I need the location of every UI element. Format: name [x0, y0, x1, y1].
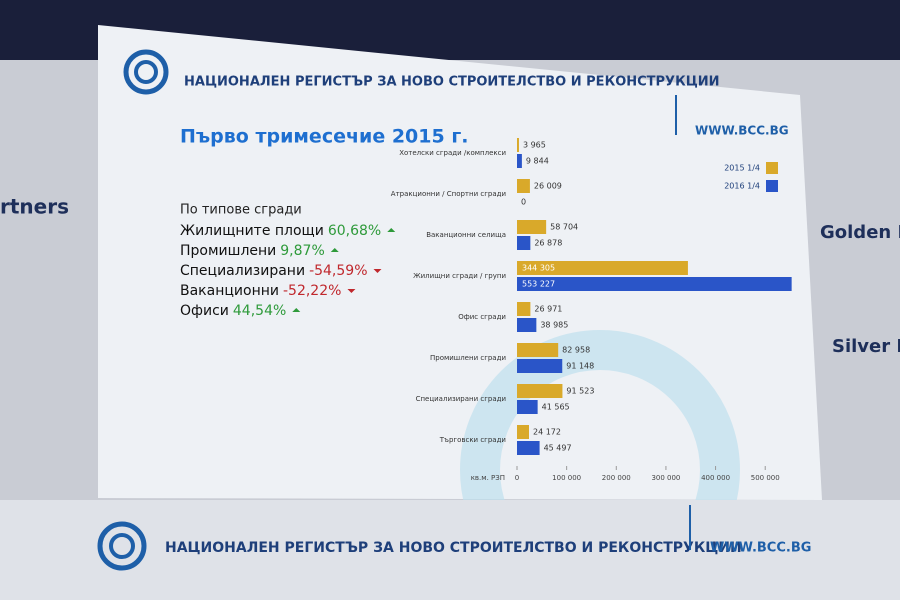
slide-subtitle: По типове сгради: [180, 203, 302, 218]
banner-url: WWW.BCC.BG: [710, 541, 811, 556]
slide-title: Първо тримесечие 2015 г.: [180, 126, 468, 148]
bar: [517, 302, 531, 316]
sponsor-gold: Golden P: [820, 222, 900, 243]
bar: [517, 400, 538, 414]
trend-arrow: [373, 269, 382, 273]
item-change: 44,54%: [233, 303, 286, 319]
value-label: 45 497: [544, 444, 572, 453]
value-label: 24 172: [533, 428, 561, 437]
banner: [0, 500, 900, 600]
item-name: Промишлени: [180, 243, 276, 259]
sponsor-silver: Silver P: [832, 336, 900, 357]
bar: [517, 236, 531, 250]
value-label: 26 878: [534, 239, 562, 248]
item-name: Специализирани: [180, 263, 305, 279]
item-change: -52,22%: [283, 283, 341, 299]
item-name: Жилищните площи: [180, 223, 324, 239]
legend-swatch: [766, 162, 778, 174]
value-label: 82 958: [562, 346, 590, 355]
item: Промишлени 9,87%: [180, 243, 325, 259]
item-change: 9,87%: [280, 243, 324, 259]
banner-logo: [97, 521, 147, 571]
bar: [517, 154, 522, 168]
category-label: Търговски сгради: [439, 436, 506, 444]
item-change: -54,59%: [309, 263, 367, 279]
bar: [517, 138, 519, 152]
slide-header: НАЦИОНАЛЕН РЕГИСТЪР ЗА НОВО СТРОИТЕЛСТВО…: [184, 75, 720, 90]
item-name: Ваканционни: [180, 283, 279, 299]
x-tick-label: 400 000: [701, 474, 730, 482]
bar: [517, 359, 563, 373]
banner-logo-inner: [109, 533, 135, 559]
item: Специализирани -54,59%: [180, 263, 368, 279]
value-label: 9 844: [526, 157, 549, 166]
legend-label: 2015 1/4: [724, 164, 760, 173]
value-label: 0: [521, 198, 526, 207]
trend-arrow: [330, 248, 339, 252]
sponsor-left: rtners: [0, 195, 69, 219]
bar: [517, 220, 547, 234]
item: Ваканционни -52,22%: [180, 283, 341, 299]
x-tick-label: 300 000: [651, 474, 680, 482]
x-axis-label: кв.м. РЗП: [471, 474, 505, 482]
slide-url: WWW.BCC.BG: [695, 124, 789, 138]
value-label: 91 148: [566, 362, 594, 371]
category-label: Ваканционни селища: [426, 231, 506, 239]
bar: [517, 261, 688, 275]
legend-swatch: [766, 180, 778, 192]
bar: [517, 384, 563, 398]
category-label: Специализирани сгради: [416, 395, 506, 403]
x-tick-label: 500 000: [751, 474, 780, 482]
value-label: 91 523: [566, 387, 594, 396]
item-name: Офиси: [180, 303, 229, 319]
x-tick-label: 0: [515, 474, 519, 482]
bar: [517, 441, 540, 455]
x-tick-label: 200 000: [602, 474, 631, 482]
value-label: 344 305: [522, 264, 555, 273]
trend-arrow: [347, 289, 356, 293]
item: Жилищните площи 60,68%: [180, 223, 381, 239]
value-label: 26 971: [534, 305, 562, 314]
trend-arrow: [292, 308, 301, 312]
category-label: Промишлени сгради: [430, 354, 506, 362]
bar: [517, 277, 792, 291]
bar: [517, 343, 559, 357]
category-label: Хотелски сгради /комплекси: [399, 149, 506, 157]
value-label: 41 565: [542, 403, 570, 412]
item-change: 60,68%: [328, 223, 381, 239]
banner-text: НАЦИОНАЛЕН РЕГИСТЪР ЗА НОВО СТРОИТЕЛСТВО…: [165, 540, 742, 556]
item: Офиси 44,54%: [180, 303, 286, 319]
category-label: Атракционни / Спортни сгради: [391, 190, 506, 198]
value-label: 38 985: [540, 321, 568, 330]
value-label: 553 227: [522, 280, 555, 289]
bar: [517, 179, 530, 193]
category-label: Офис сгради: [458, 313, 506, 321]
category-label: Жилищни сгради / групи: [413, 272, 506, 280]
x-tick-label: 100 000: [552, 474, 581, 482]
slide: [98, 25, 822, 500]
logo-inner: [134, 60, 158, 84]
value-label: 3 965: [523, 141, 546, 150]
bar: [517, 425, 529, 439]
bar: [517, 318, 537, 332]
legend-label: 2016 1/4: [724, 182, 760, 191]
value-label: 58 704: [550, 223, 578, 232]
trend-arrow: [387, 228, 396, 232]
value-label: 26 009: [534, 182, 562, 191]
logo: [123, 49, 169, 95]
